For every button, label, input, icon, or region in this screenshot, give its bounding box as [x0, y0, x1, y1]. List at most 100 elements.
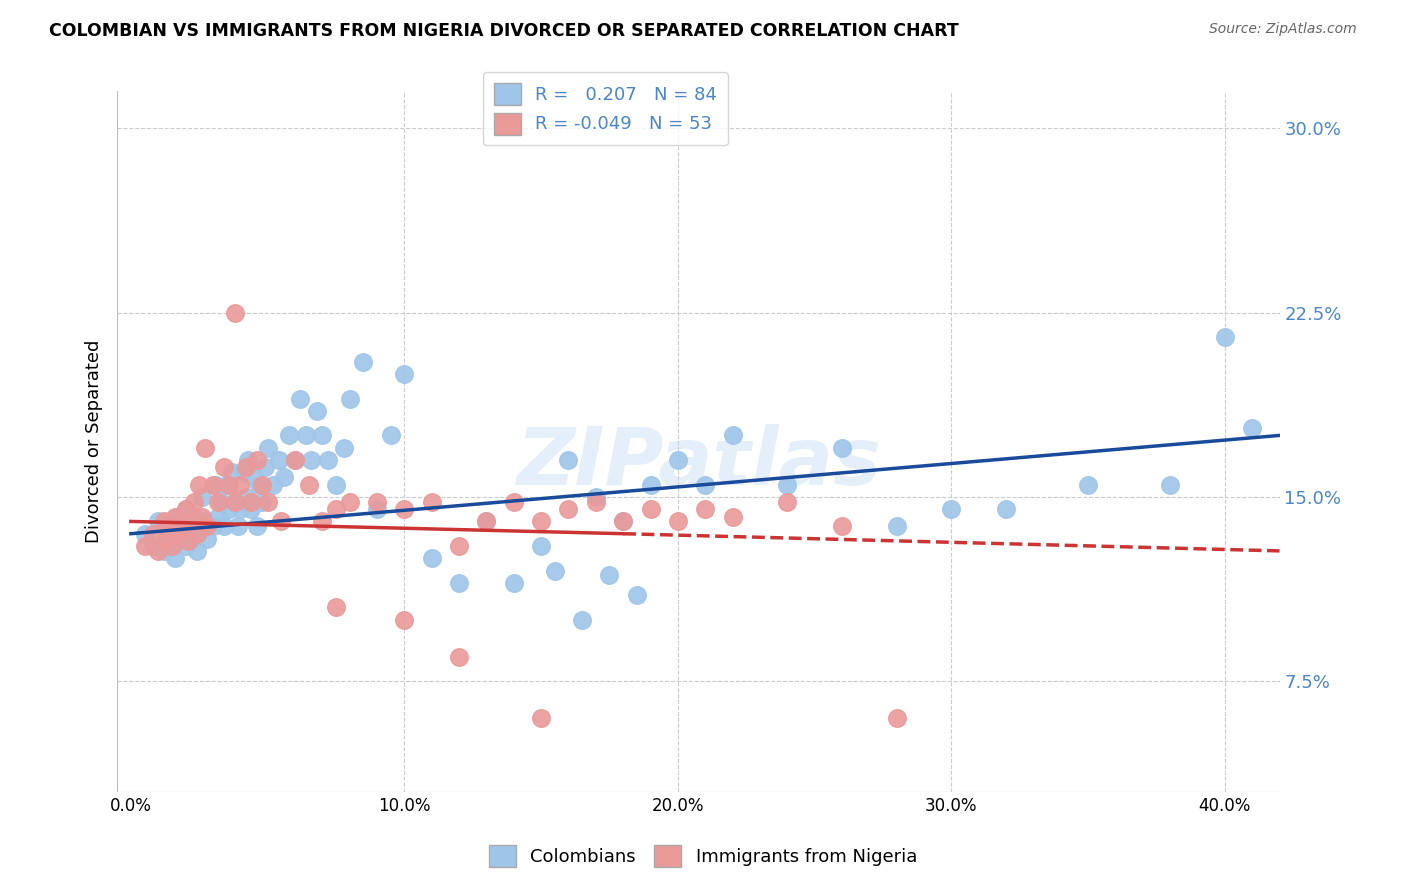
Point [256, 441, 278, 455]
Point [449, 539, 471, 553]
Point [299, 453, 322, 467]
Point [224, 495, 246, 509]
Point [831, 441, 853, 455]
Point [194, 515, 217, 529]
Point [544, 564, 567, 578]
Point [155, 532, 177, 546]
Point [1077, 477, 1099, 491]
Point [1241, 421, 1264, 435]
Point [253, 460, 276, 475]
Point [209, 495, 232, 509]
Point [183, 495, 205, 509]
Point [284, 453, 307, 467]
Point [1213, 330, 1236, 344]
Point [530, 515, 553, 529]
Point [366, 502, 388, 516]
Point [666, 515, 689, 529]
Point [152, 515, 174, 529]
Point [776, 495, 799, 509]
Point [585, 495, 607, 509]
Point [169, 519, 191, 533]
Point [201, 519, 224, 533]
Point [256, 495, 278, 509]
Point [212, 519, 235, 533]
Point [380, 428, 402, 442]
Point [224, 305, 246, 319]
Point [218, 502, 240, 516]
Point [273, 470, 295, 484]
Point [229, 502, 252, 516]
Point [475, 515, 498, 529]
Point [995, 502, 1018, 516]
Point [475, 515, 498, 529]
Point [177, 534, 200, 549]
Point [316, 453, 339, 467]
Point [325, 600, 347, 615]
Point [333, 441, 356, 455]
Point [250, 477, 273, 491]
Point [394, 613, 416, 627]
Point [557, 502, 579, 516]
Point [420, 495, 443, 509]
Point [218, 477, 240, 491]
Point [238, 453, 260, 467]
Point [640, 502, 662, 516]
Point [270, 515, 292, 529]
Point [250, 495, 273, 509]
Point [142, 539, 165, 553]
Point [284, 453, 307, 467]
Point [394, 367, 416, 381]
Point [352, 355, 374, 369]
Point [571, 613, 593, 627]
Point [311, 515, 333, 529]
Point [530, 539, 553, 553]
Point [557, 453, 579, 467]
Point [188, 477, 211, 491]
Point [1159, 477, 1181, 491]
Point [612, 515, 634, 529]
Point [152, 544, 174, 558]
Point [235, 490, 257, 504]
Point [262, 477, 284, 491]
Point [240, 502, 263, 516]
Point [232, 465, 254, 479]
Point [155, 526, 177, 541]
Point [240, 495, 263, 509]
Point [215, 477, 238, 491]
Point [186, 526, 208, 541]
Point [598, 568, 620, 582]
Point [134, 539, 156, 553]
Point [339, 495, 361, 509]
Point [831, 519, 853, 533]
Point [194, 441, 217, 455]
Point [134, 526, 156, 541]
Point [157, 534, 180, 549]
Point [212, 460, 235, 475]
Point [197, 532, 219, 546]
Point [157, 524, 180, 539]
Text: COLOMBIAN VS IMMIGRANTS FROM NIGERIA DIVORCED OR SEPARATED CORRELATION CHART: COLOMBIAN VS IMMIGRANTS FROM NIGERIA DIV… [49, 22, 959, 40]
Point [502, 575, 524, 590]
Text: Source: ZipAtlas.com: Source: ZipAtlas.com [1209, 22, 1357, 37]
Point [886, 519, 908, 533]
Point [174, 502, 197, 516]
Point [148, 544, 170, 558]
Point [180, 532, 202, 546]
Point [721, 509, 744, 524]
Point [366, 495, 388, 509]
Point [224, 495, 246, 509]
Point [174, 502, 197, 516]
Point [191, 490, 214, 504]
Point [235, 460, 257, 475]
Point [174, 539, 197, 553]
Point [160, 539, 183, 553]
Point [246, 453, 269, 467]
Point [695, 477, 717, 491]
Point [776, 477, 799, 491]
Legend: Colombians, Immigrants from Nigeria: Colombians, Immigrants from Nigeria [482, 838, 924, 874]
Point [148, 515, 170, 529]
Point [188, 524, 211, 539]
Point [207, 495, 229, 509]
Point [229, 477, 252, 491]
Point [197, 519, 219, 533]
